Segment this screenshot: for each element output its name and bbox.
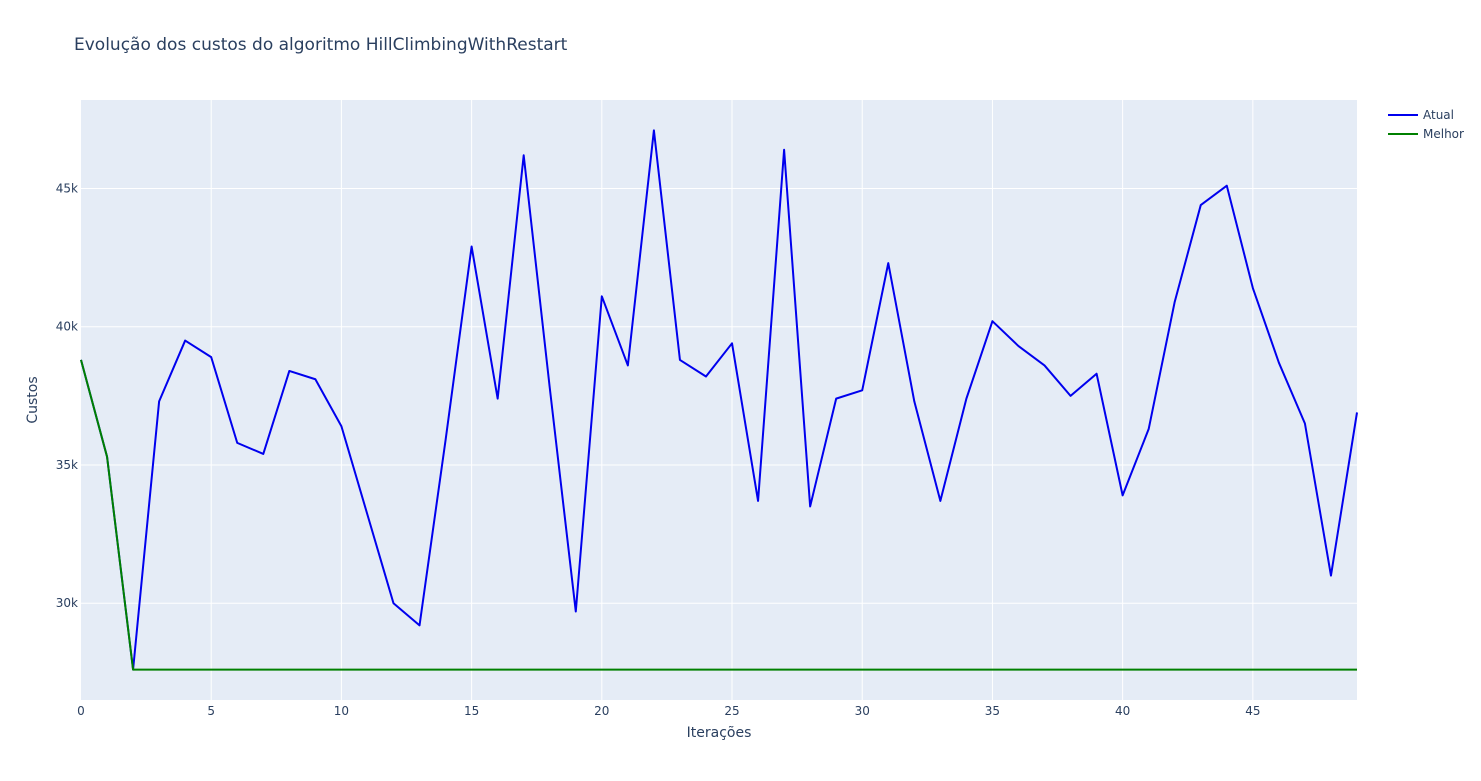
x-tick-label: 15 [464, 704, 479, 718]
x-axis-title: Iterações [687, 725, 752, 741]
legend-item-atual[interactable]: Atual [1388, 108, 1454, 122]
legend-label: Atual [1423, 108, 1454, 122]
y-axis-title: Custos [25, 376, 41, 423]
y-axis-ticks: 30k 35k 40k 45k [56, 181, 78, 610]
x-tick-label: 35 [985, 704, 1000, 718]
legend-item-melhor[interactable]: Melhor [1388, 127, 1464, 141]
series-line-atual [80, 129, 1358, 671]
y-tick-label: 35k [56, 458, 78, 472]
y-tick-label: 40k [56, 320, 78, 334]
x-axis-ticks: 0 5 10 15 20 25 30 35 40 45 [77, 704, 1260, 718]
x-tick-label: 45 [1245, 704, 1260, 718]
plot-area [81, 100, 1357, 700]
x-tick-label: 5 [207, 704, 215, 718]
series-line-melhor [80, 359, 1357, 671]
y-tick-label: 30k [56, 596, 78, 610]
legend[interactable]: Atual Melhor [1388, 108, 1464, 141]
x-tick-label: 10 [334, 704, 349, 718]
grid-lines [81, 100, 1357, 700]
x-tick-label: 0 [77, 704, 85, 718]
y-tick-label: 45k [56, 181, 78, 195]
chart-title: Evolução dos custos do algoritmo HillCli… [74, 35, 568, 55]
x-tick-label: 40 [1115, 704, 1130, 718]
x-tick-label: 30 [855, 704, 870, 718]
x-tick-label: 25 [724, 704, 739, 718]
legend-label: Melhor [1423, 127, 1464, 141]
series-lines [80, 129, 1358, 671]
x-tick-label: 20 [594, 704, 609, 718]
